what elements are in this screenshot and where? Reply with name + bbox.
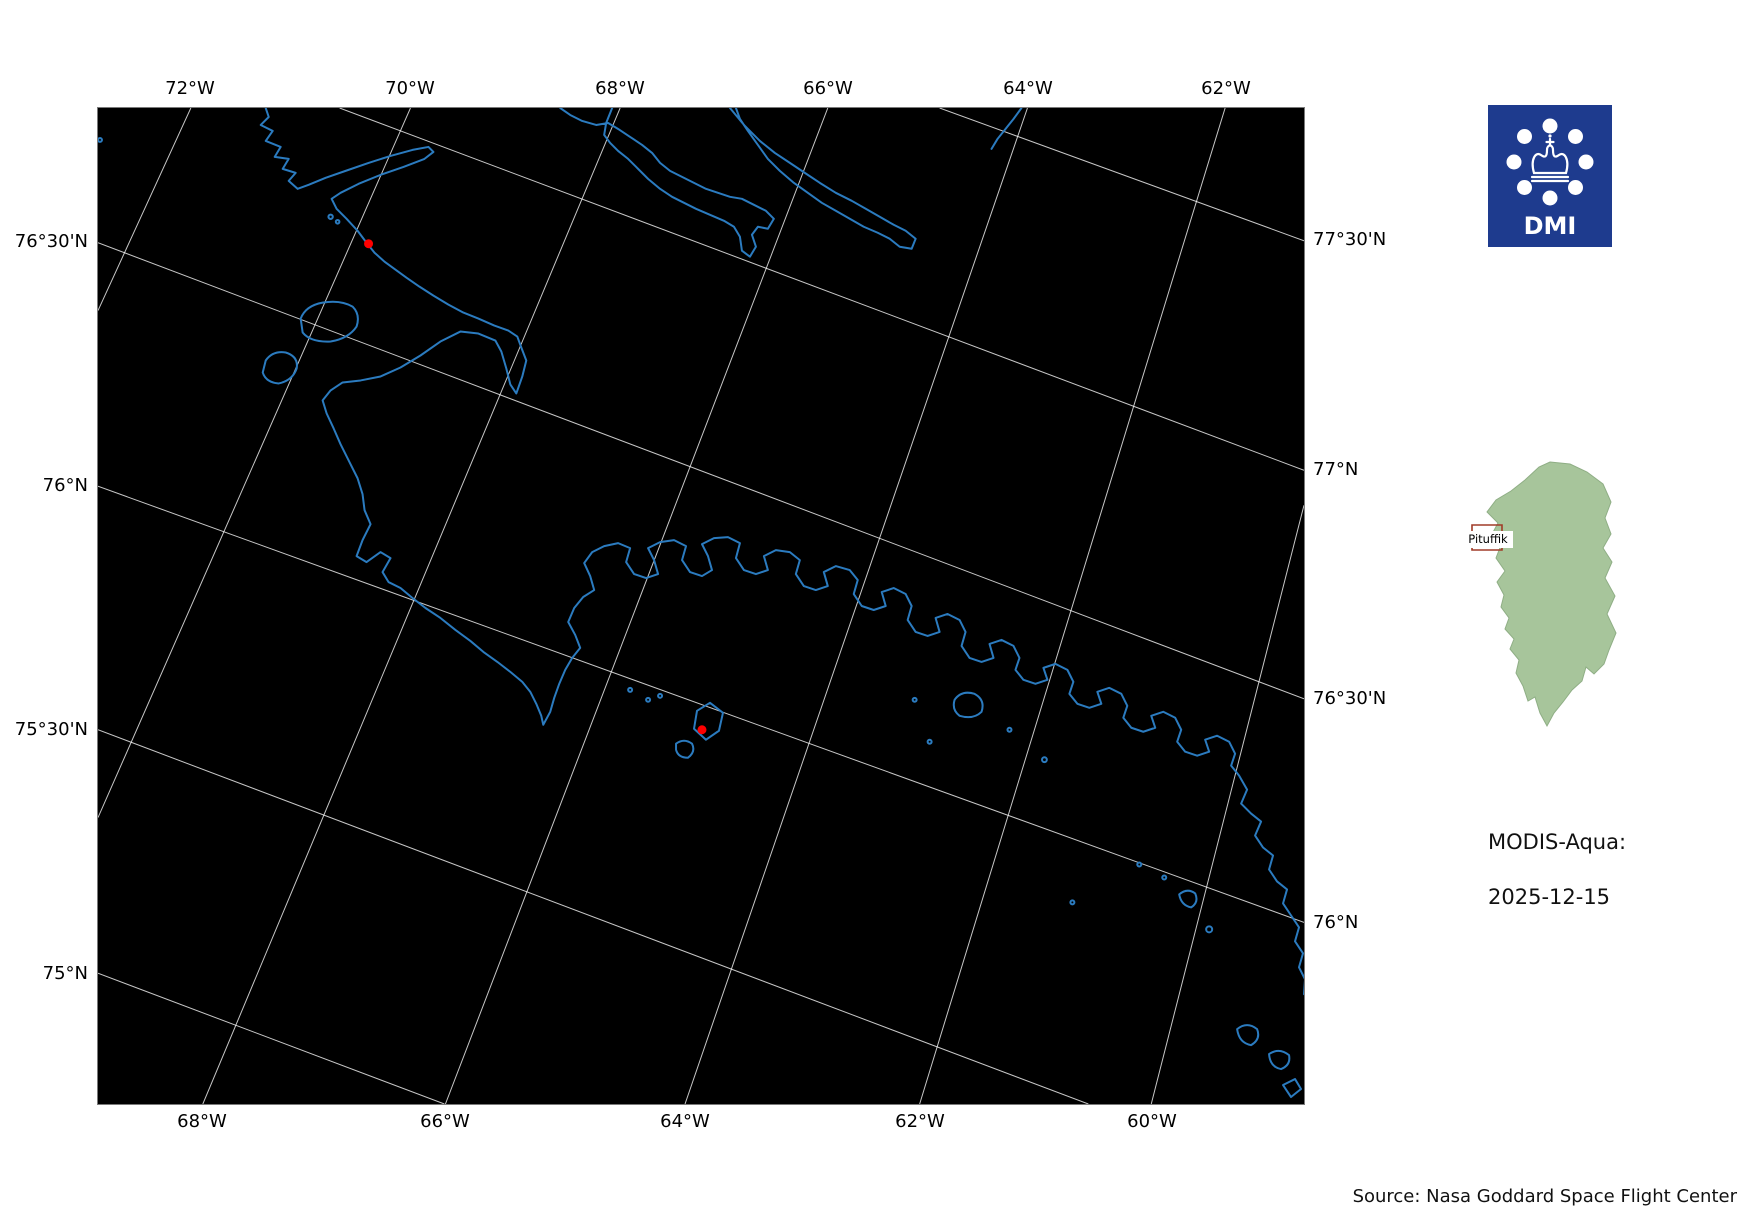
tick-right-76n: 76°N <box>1313 912 1359 933</box>
graticule-meridians <box>98 108 1304 1104</box>
pituffik-label: Pituffik <box>1463 531 1513 548</box>
graticule-parallels <box>98 108 1304 1104</box>
coastline-islands <box>98 136 1303 1099</box>
tick-right-7630n: 76°30'N <box>1313 688 1387 709</box>
tick-top-70w: 70°W <box>385 78 435 99</box>
coastline-mainland <box>259 108 1304 996</box>
tick-right-77n: 77°N <box>1313 459 1359 480</box>
crown-icon <box>1530 134 1570 183</box>
dmi-logo: DMI <box>1488 105 1612 247</box>
dmi-logo-graphic: DMI <box>1488 105 1612 247</box>
tick-top-64w: 64°W <box>1003 78 1053 99</box>
tick-bottom-60w: 60°W <box>1127 1111 1177 1132</box>
dmi-logo-text: DMI <box>1524 212 1577 240</box>
greenland-inset-svg <box>1471 461 1617 728</box>
tick-left-7630n: 76°30'N <box>14 231 88 252</box>
tick-left-7530n: 75°30'N <box>14 719 88 740</box>
tick-left-75n: 75°N <box>42 963 88 984</box>
coastline-fjord-inlet <box>559 108 775 258</box>
tick-left-76n: 76°N <box>42 475 88 496</box>
tick-bottom-66w: 66°W <box>420 1111 470 1132</box>
dmi-logo-dots <box>1506 118 1594 206</box>
caption-date: 2025-12-15 <box>1488 885 1611 909</box>
coastline-northeast-inlet <box>728 108 1023 250</box>
caption-block: MODIS-Aqua: 2025-12-15 <box>1488 830 1626 940</box>
greenland-silhouette <box>1486 461 1617 728</box>
tick-top-72w: 72°W <box>165 78 215 99</box>
map-svg <box>98 108 1304 1104</box>
tick-top-62w: 62°W <box>1201 78 1251 99</box>
tick-top-66w: 66°W <box>803 78 853 99</box>
caption-product: MODIS-Aqua: <box>1488 830 1627 854</box>
tick-right-7730n: 77°30'N <box>1313 229 1387 250</box>
map-canvas <box>97 107 1305 1105</box>
tick-bottom-62w: 62°W <box>895 1111 945 1132</box>
source-credit: Source: Nasa Goddard Space Flight Center <box>1352 1186 1737 1207</box>
greenland-inset: Pituffik <box>1455 450 1665 750</box>
station-markers <box>364 239 707 735</box>
tick-bottom-68w: 68°W <box>177 1111 227 1132</box>
tick-bottom-64w: 64°W <box>660 1111 710 1132</box>
tick-top-68w: 68°W <box>595 78 645 99</box>
